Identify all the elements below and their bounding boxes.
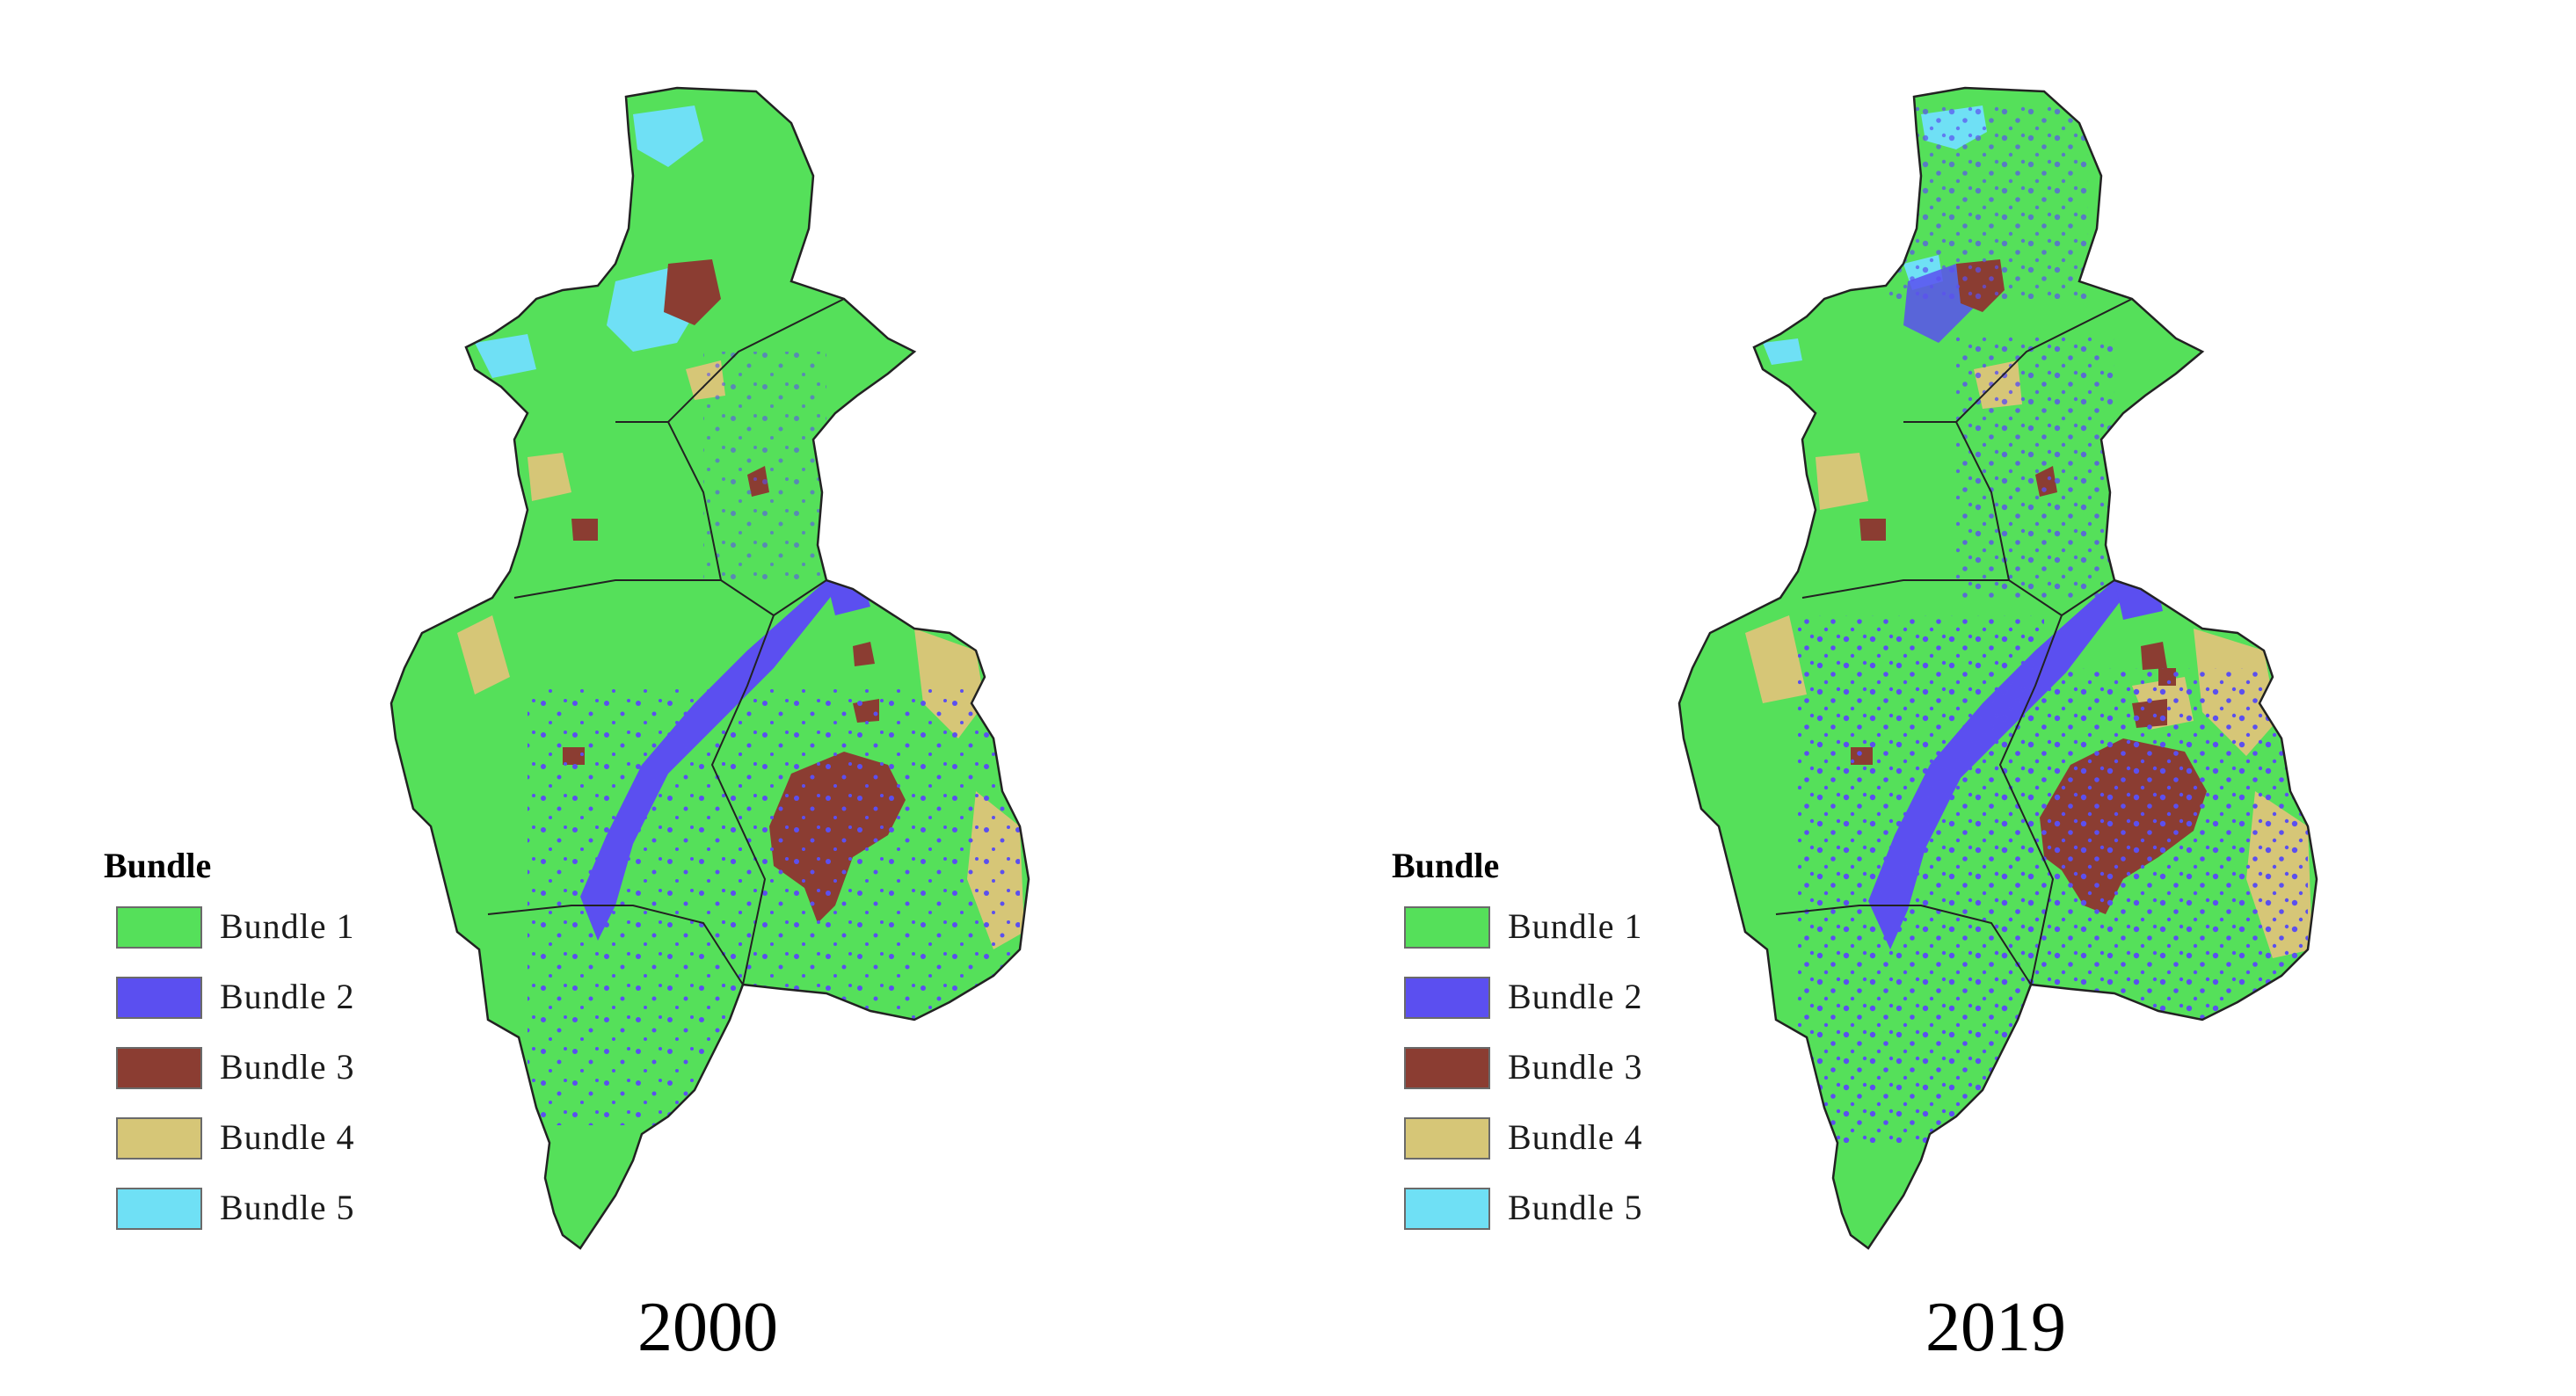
legend-label: Bundle 2 — [1508, 977, 1643, 1016]
legend-item: Bundle 3 — [1392, 1047, 1691, 1117]
legend-label: Bundle 2 — [220, 977, 355, 1016]
legend-swatch-bundle-5 — [116, 1188, 202, 1230]
legend-label: Bundle 3 — [220, 1047, 355, 1087]
legend-label: Bundle 3 — [1508, 1047, 1643, 1087]
map-2019 — [1677, 86, 2318, 1250]
legend-title: Bundle — [1392, 846, 1500, 885]
legend-item: Bundle 1 — [1392, 906, 1691, 977]
legend: Bundle Bundle 1 Bundle 2 Bundle 3 Bundle… — [104, 848, 403, 1258]
year-label-2019: 2019 — [1925, 1289, 2066, 1366]
legend-item: Bundle 4 — [104, 1117, 403, 1188]
legend-swatch-bundle-1 — [116, 906, 202, 949]
legend-item: Bundle 2 — [104, 977, 403, 1047]
legend-label: Bundle 1 — [1508, 906, 1643, 946]
legend-item: Bundle 3 — [104, 1047, 403, 1117]
legend-item: Bundle 2 — [1392, 977, 1691, 1047]
legend-swatch-bundle-3 — [116, 1047, 202, 1089]
legend-swatch-bundle-1 — [1404, 906, 1490, 949]
legend-swatch-bundle-2 — [116, 977, 202, 1019]
legend-label: Bundle 5 — [1508, 1188, 1643, 1227]
map-2000 — [389, 86, 1030, 1250]
legend: Bundle Bundle 1 Bundle 2 Bundle 3 Bundle… — [1392, 848, 1691, 1258]
legend-title: Bundle — [104, 846, 212, 885]
legend-swatch-bundle-3 — [1404, 1047, 1490, 1089]
map-panel-2000: Bundle Bundle 1 Bundle 2 Bundle 3 Bundle… — [104, 86, 1030, 1363]
legend-item: Bundle 5 — [1392, 1188, 1691, 1258]
legend-swatch-bundle-5 — [1404, 1188, 1490, 1230]
map-panel-2019: Bundle Bundle 1 Bundle 2 Bundle 3 Bundle… — [1288, 0, 2576, 1396]
legend-item: Bundle 5 — [104, 1188, 403, 1258]
legend-swatch-bundle-4 — [116, 1117, 202, 1160]
legend-item: Bundle 1 — [104, 906, 403, 977]
legend-label: Bundle 4 — [1508, 1117, 1643, 1157]
legend-item: Bundle 4 — [1392, 1117, 1691, 1188]
legend-swatch-bundle-2 — [1404, 977, 1490, 1019]
legend-label: Bundle 5 — [220, 1188, 355, 1227]
legend-swatch-bundle-4 — [1404, 1117, 1490, 1160]
legend-label: Bundle 4 — [220, 1117, 355, 1157]
year-label-2000: 2000 — [637, 1289, 778, 1366]
legend-label: Bundle 1 — [220, 906, 355, 946]
